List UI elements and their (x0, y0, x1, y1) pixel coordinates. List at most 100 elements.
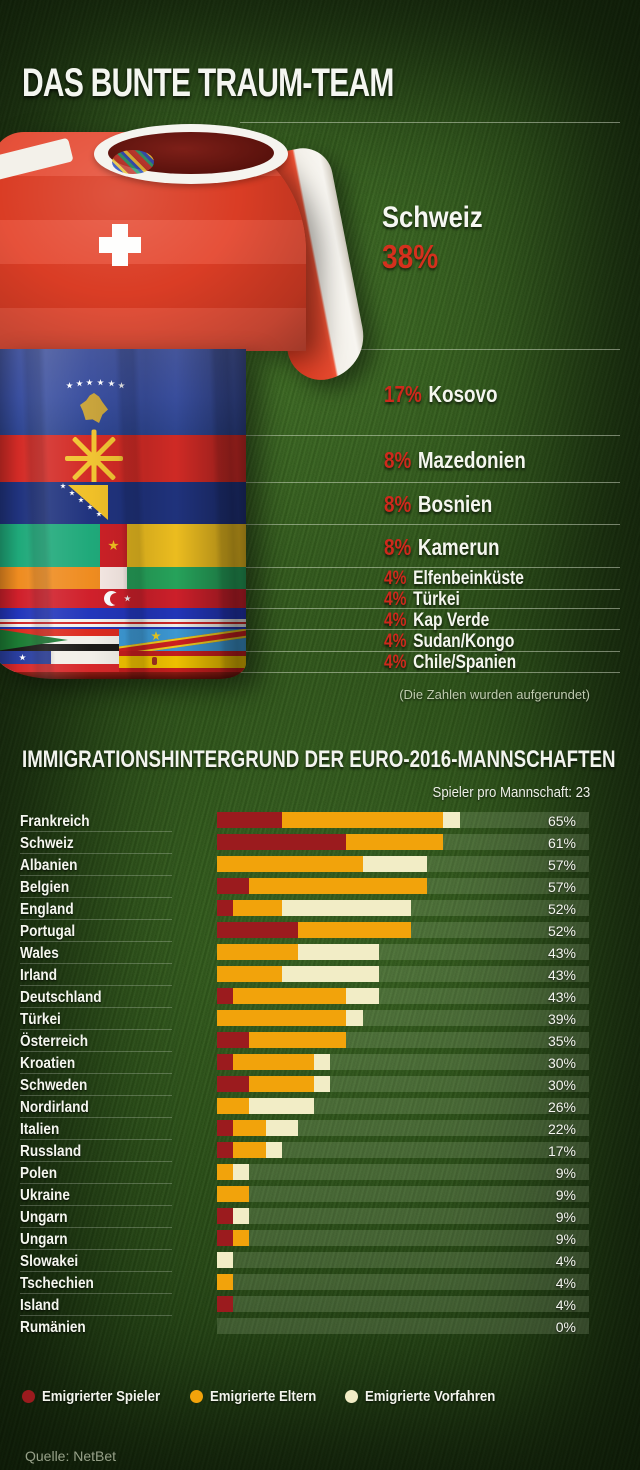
flag-label: 4% Elfenbeinküste (384, 568, 524, 589)
collar-emblem (112, 150, 154, 174)
country-label: Schweden (20, 1077, 88, 1094)
bar-segment (217, 1274, 234, 1290)
ivory-coast-flag-band (0, 567, 246, 589)
flag-label: 17% Kosovo (384, 381, 498, 407)
cloth-shading (0, 349, 246, 679)
bar-track: 4% (217, 1296, 589, 1312)
country-label: Island (20, 1297, 60, 1314)
percent-value: 61% (547, 835, 576, 851)
percent-value: 43% (547, 989, 576, 1005)
bar-track: 52% (217, 900, 589, 916)
chart-row: Rumänien 0% (0, 1318, 640, 1340)
bar-track: 22% (217, 1120, 589, 1136)
row-separator (20, 1183, 172, 1184)
bar-segment (233, 1230, 250, 1246)
percent-value: 65% (547, 813, 576, 829)
bar-track: 35% (217, 1032, 589, 1048)
congo-flag (119, 629, 246, 651)
chart-row: Russland 17% (0, 1142, 640, 1164)
percent-value: 52% (547, 923, 576, 939)
bar-track: 9% (217, 1230, 589, 1246)
row-separator (20, 1249, 172, 1250)
macedonia-sun-icon (87, 452, 101, 466)
legend-item: Emigrierte Vorfahren (345, 1389, 513, 1404)
country-label: Österreich (20, 1033, 89, 1050)
country-label: Ungarn (20, 1231, 68, 1248)
percent-value: 17% (547, 1143, 576, 1159)
bar-segment (217, 988, 234, 1004)
bar-track: 17% (217, 1142, 589, 1158)
chart-row: Deutschland 43% (0, 988, 640, 1010)
bar-segment (265, 1142, 282, 1158)
rounding-note: (Die Zahlen wurden aufgerundet) (399, 687, 590, 702)
row-separator (20, 1029, 172, 1030)
bar-segment (281, 900, 412, 916)
bar-segment (217, 1296, 234, 1312)
bar-segment (217, 812, 282, 828)
percent-value: 35% (547, 1033, 576, 1049)
bar-segment (314, 1076, 331, 1092)
bar-segment (249, 1032, 347, 1048)
chart-row: Schweden 30% (0, 1076, 640, 1098)
bar-segment (346, 1010, 363, 1026)
chart-row: Österreich 35% (0, 1032, 640, 1054)
bar-segment (265, 1120, 298, 1136)
bar-segment (249, 1076, 315, 1092)
chart-row: Ukraine 9% (0, 1186, 640, 1208)
bar-track: 43% (217, 944, 589, 960)
chart-row: Türkei 39% (0, 1010, 640, 1032)
country-label: Schweiz (20, 835, 74, 852)
country-label: Frankreich (20, 813, 90, 830)
main-country-label: Schweiz (382, 201, 483, 234)
separator-line (240, 651, 620, 652)
chart-rows: Frankreich 65% Schweiz 61% Albanien 57% Belgie… (0, 812, 640, 1352)
country-label: Nordirland (20, 1099, 89, 1116)
percent-value: 26% (547, 1099, 576, 1115)
bar-segment (249, 878, 428, 894)
separator-line (240, 482, 620, 483)
legend-dot-icon (345, 1390, 359, 1403)
separator-line (240, 567, 620, 568)
bar-segment (217, 966, 282, 982)
separator-line (240, 672, 620, 673)
row-separator (20, 853, 172, 854)
legend-dot-icon (22, 1390, 35, 1403)
row-separator (20, 1271, 172, 1272)
row-separator (20, 897, 172, 898)
separator-line (240, 629, 620, 630)
percent-value: 43% (547, 945, 576, 961)
row-separator (20, 1051, 172, 1052)
bar-segment (233, 1142, 266, 1158)
bar-segment (346, 834, 444, 850)
chart-subtitle: Spieler pro Mannschaft: 23 (432, 784, 590, 801)
jersey-collar (94, 124, 288, 184)
sudan-congo-flag-band (0, 629, 246, 651)
kosovo-flag-band (0, 349, 246, 435)
percent-value: 4% (555, 1253, 576, 1269)
jersey-hem (0, 672, 246, 679)
percent-value: 0% (555, 1319, 576, 1335)
country-label: Deutschland (20, 989, 102, 1006)
separator-line (240, 349, 620, 350)
bar-track: 43% (217, 966, 589, 982)
country-label: Slowakei (20, 1253, 79, 1270)
row-separator (20, 1315, 172, 1316)
row-separator (20, 963, 172, 964)
row-separator (20, 1095, 172, 1096)
chart-row: Albanien 57% (0, 856, 640, 878)
chart-row: Irland 43% (0, 966, 640, 988)
flag-label: 4% Sudan/Kongo (384, 631, 515, 652)
chart-row: England 52% (0, 900, 640, 922)
country-label: Russland (20, 1143, 82, 1160)
bar-segment (281, 812, 444, 828)
bar-segment (297, 944, 379, 960)
chart-row: Kroatien 30% (0, 1054, 640, 1076)
bar-segment (217, 1054, 234, 1070)
country-label: Belgien (20, 879, 70, 896)
bar-segment (217, 878, 250, 894)
row-separator (20, 1293, 172, 1294)
country-label: Albanien (20, 857, 78, 874)
percent-value: 57% (547, 857, 576, 873)
country-label: Kroatien (20, 1055, 76, 1072)
bar-track: 26% (217, 1098, 589, 1114)
